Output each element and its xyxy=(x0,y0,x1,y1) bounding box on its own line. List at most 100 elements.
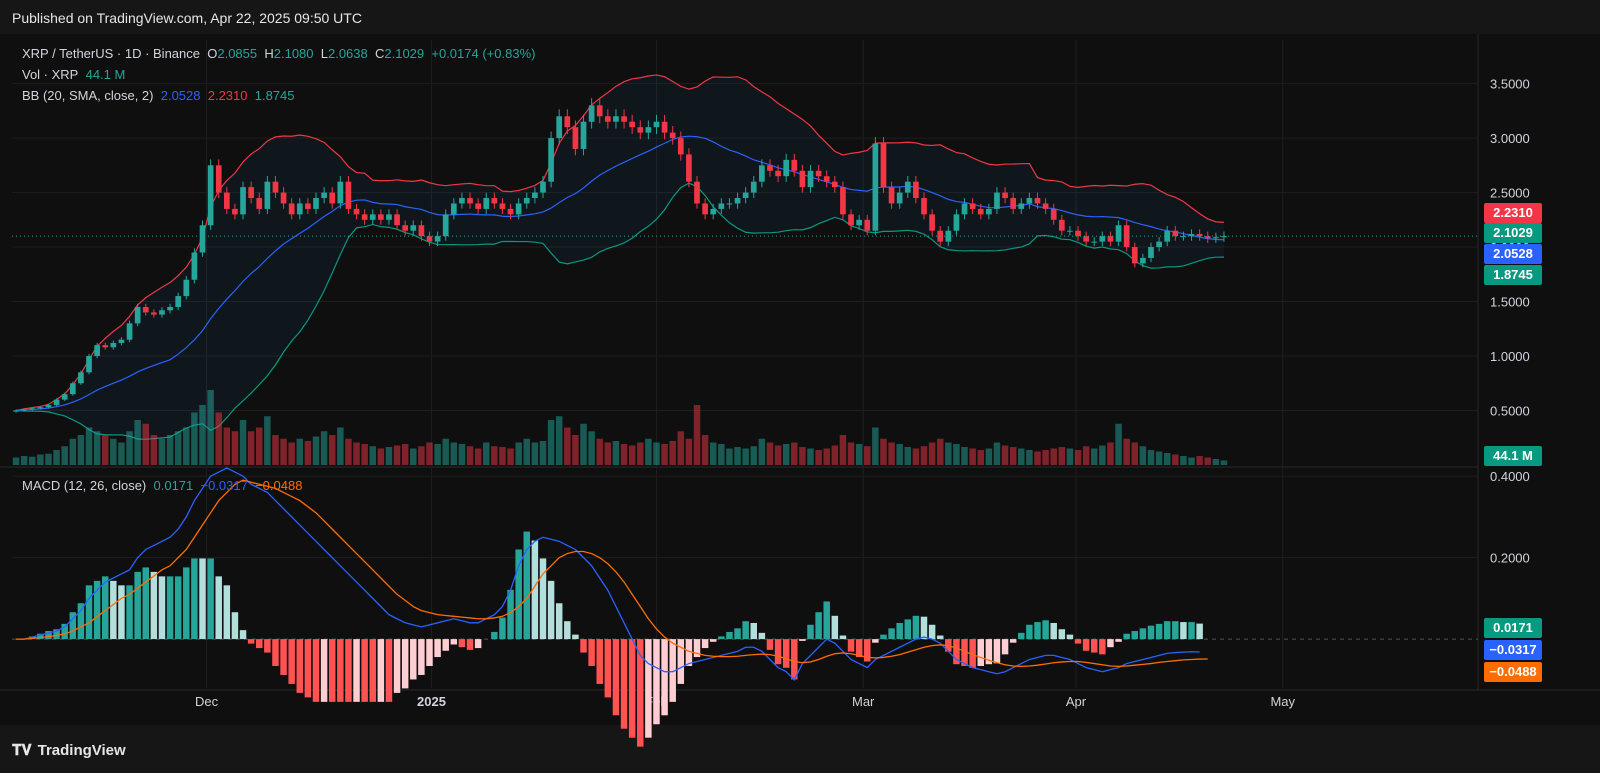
volume-bar xyxy=(134,420,141,465)
candle-body xyxy=(394,214,400,226)
macd-histogram-bar xyxy=(815,612,822,640)
volume-bar xyxy=(580,423,587,465)
macd-tick-label: 0.2000 xyxy=(1490,551,1530,566)
macd-histogram-bar xyxy=(661,639,668,716)
volume-bar xyxy=(126,431,133,465)
open-value: 2.0855 xyxy=(217,46,258,61)
macd-histogram-bar xyxy=(547,580,555,640)
candle-body xyxy=(361,214,368,220)
macd-histogram-bar xyxy=(328,639,336,702)
macd-histogram-bar xyxy=(799,639,806,641)
macd-histogram-bar xyxy=(628,639,636,738)
candle-body xyxy=(750,181,757,193)
volume-bar xyxy=(418,446,425,465)
macd-histogram-bar xyxy=(377,639,385,702)
macd-histogram-bar xyxy=(1026,624,1033,640)
candle-body xyxy=(13,410,19,412)
volume-bar xyxy=(693,405,701,465)
candle-body xyxy=(856,219,862,226)
macd-histogram-bar xyxy=(564,621,571,640)
candle-body xyxy=(1164,230,1171,242)
candle-body xyxy=(175,296,182,307)
candle-body xyxy=(126,323,133,340)
macd-histogram-bar xyxy=(288,639,295,684)
price-tick-label: 3.0000 xyxy=(1490,131,1530,146)
bb-lower-value: 1.8745 xyxy=(254,88,295,103)
macd-histogram-bar xyxy=(912,615,920,640)
macd-line-badge: −0.0317 xyxy=(1484,640,1542,660)
volume-bar xyxy=(847,442,855,465)
price-tick-label: 1.0000 xyxy=(1490,349,1530,364)
macd-histogram-bar xyxy=(183,567,190,640)
macd-histogram-bar xyxy=(1155,623,1163,640)
candle-body xyxy=(434,236,441,242)
volume-bar xyxy=(564,427,571,465)
candle-body xyxy=(272,181,279,193)
volume-bar xyxy=(928,442,936,465)
candle-body xyxy=(1107,236,1114,242)
volume-bar xyxy=(1042,450,1049,465)
macd-histogram-bar xyxy=(928,624,936,640)
high-label: H xyxy=(264,46,274,61)
volume-bar xyxy=(482,442,490,465)
candle-body xyxy=(475,203,481,209)
candle-body xyxy=(872,143,879,231)
volume-bar xyxy=(896,444,903,465)
volume-bar xyxy=(1018,448,1025,465)
volume-bar xyxy=(547,420,555,465)
volume-bar xyxy=(69,438,77,465)
macd-line-value: −0.0317 xyxy=(200,478,248,493)
macd-histogram-bar xyxy=(847,639,855,652)
volume-bar xyxy=(1188,457,1195,465)
candle-body xyxy=(1042,203,1049,209)
macd-histogram-bar xyxy=(296,639,304,693)
macd-histogram-bar xyxy=(142,567,150,640)
macd-histogram-bar xyxy=(653,639,660,725)
macd-histogram-bar xyxy=(864,639,871,662)
macd-histogram-bar xyxy=(166,576,174,640)
high-value: 2.1080 xyxy=(273,46,314,61)
candle-body xyxy=(986,208,992,215)
candle-body xyxy=(588,105,595,122)
macd-histogram-bar xyxy=(839,635,847,640)
candle-body xyxy=(629,121,635,128)
price-tick-label: 2.5000 xyxy=(1490,186,1530,201)
candle-body xyxy=(661,121,668,133)
volume-bar xyxy=(880,438,887,465)
candle-body xyxy=(710,208,717,215)
volume-bar xyxy=(1115,423,1122,465)
candle-body xyxy=(840,187,846,215)
candle-body xyxy=(718,203,725,209)
macd-histogram-bar xyxy=(920,616,928,640)
volume-bar xyxy=(369,446,376,465)
macd-histogram-bar xyxy=(961,639,968,666)
candle-body xyxy=(702,203,708,215)
volume-bar xyxy=(174,431,182,465)
volume-bar xyxy=(442,438,449,465)
volume-bar xyxy=(791,442,798,465)
tradingview-logo[interactable]: 𝐓𝐕 TradingView xyxy=(12,742,126,759)
macd-histogram-bar xyxy=(450,639,458,645)
volume-bar xyxy=(1147,450,1155,465)
macd-histogram-bar xyxy=(758,632,766,640)
volume-bar xyxy=(823,448,830,465)
volume-bar xyxy=(588,431,595,465)
volume-bar xyxy=(799,447,806,465)
candle-body xyxy=(548,138,554,182)
volume-bar xyxy=(993,442,1001,465)
macd-histogram-bar xyxy=(685,639,693,666)
macd-histogram-bar xyxy=(620,639,628,729)
candle-body xyxy=(426,236,433,242)
volume-bar xyxy=(264,416,271,465)
footer-bar xyxy=(0,725,1600,773)
macd-histogram-bar xyxy=(782,639,790,668)
volume-bar xyxy=(410,448,417,465)
volume-bar xyxy=(815,450,822,465)
time-tick-label: Apr xyxy=(1066,694,1087,709)
price-tick-label: 3.5000 xyxy=(1490,77,1530,92)
bb-legend: BB (20, SMA, close, 2) 2.0528 2.2310 1.8… xyxy=(22,88,295,103)
macd-histogram-bar xyxy=(256,639,263,649)
candle-body xyxy=(1075,230,1081,237)
candle-body xyxy=(1140,257,1146,264)
